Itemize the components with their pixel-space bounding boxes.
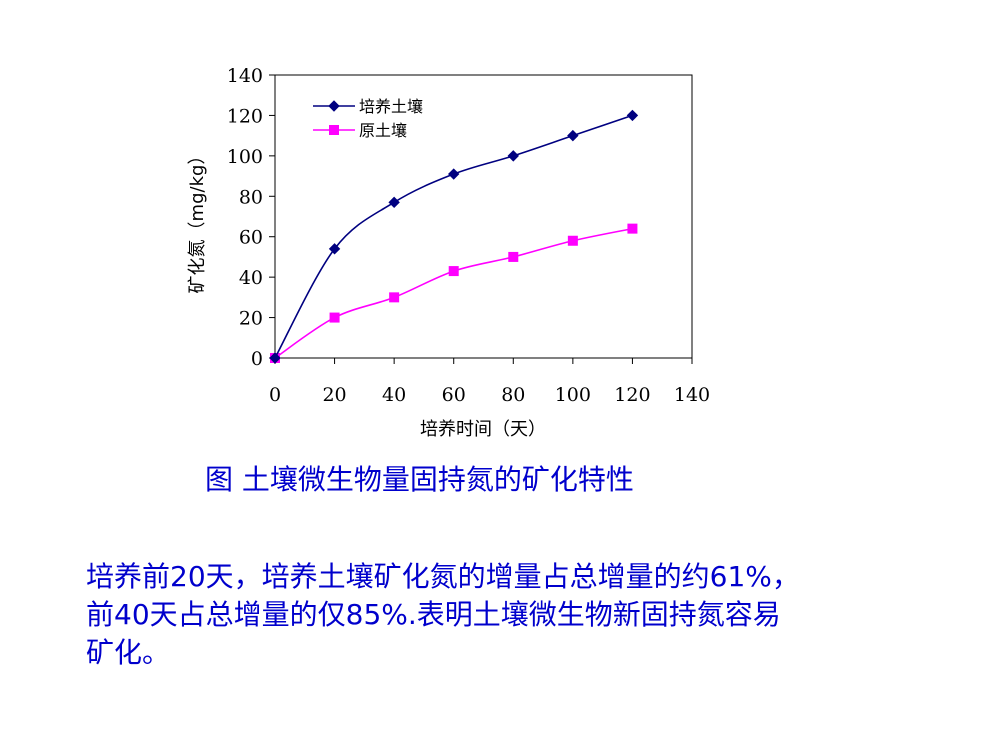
series-1-point [328,243,341,255]
y-tick-label: 80 [239,186,263,208]
x-tick-label: 80 [501,384,525,406]
series-2-point [448,266,459,277]
series-1-point [269,352,281,364]
series-1-point [388,196,400,209]
x-tick-label: 140 [674,384,710,406]
paragraph-line-1: 培养前20天，培养土壤矿化氮的增量占总增量的约61%， [86,560,800,593]
y-tick-label: 20 [239,308,263,330]
y-tick-label: 0 [251,348,263,370]
y-tick-label: 60 [239,227,263,249]
y-tick-label: 140 [227,65,263,87]
x-tick-label: 0 [269,384,281,406]
x-tick-label: 100 [555,384,591,406]
paragraph-line-2: 前40天占总增量的仅85%.表明土壤微生物新固持氮容易 [86,598,781,631]
y-axis-title: 矿化氮（mg/kg） [187,147,208,294]
x-tick-label: 120 [614,384,650,406]
x-axis-title: 培养时间（天） [420,419,546,440]
series-1-point [507,150,519,162]
chart: 0 20 40 60 80 100 120 140 0 20 40 60 80 100 120 140 培养土壤… [187,65,710,440]
series-2-point [389,292,400,303]
x-tick-label: 20 [322,384,346,406]
legend-label-1: 培养土壤 [359,97,423,116]
figure-caption: 图 土壤微生物量固持氮的矿化特性 [205,463,634,496]
series-2-point [627,223,638,234]
legend-marker-1 [328,100,340,112]
legend-label-2: 原土壤 [359,121,407,140]
x-tick-label: 40 [382,384,406,406]
series-2-point [567,235,578,246]
y-tick-label: 40 [239,267,263,289]
paragraph-line-3: 矿化。 [86,636,171,669]
y-tick-label: 100 [227,146,263,168]
series-2-point [329,312,340,323]
legend-marker-2 [329,125,339,135]
series-1-point [567,129,579,142]
y-tick-label: 120 [227,105,263,127]
x-tick-label: 60 [442,384,466,406]
series-2-point [508,251,519,262]
series-1-point [448,168,460,180]
series-line-2 [274,227,633,359]
body-paragraph: 培养前20天，培养土壤矿化氮的增量占总增量的约61%， 前40天占总增量的仅85… [86,558,946,672]
series-1-point [626,109,639,122]
plot-area-frame [274,74,693,359]
